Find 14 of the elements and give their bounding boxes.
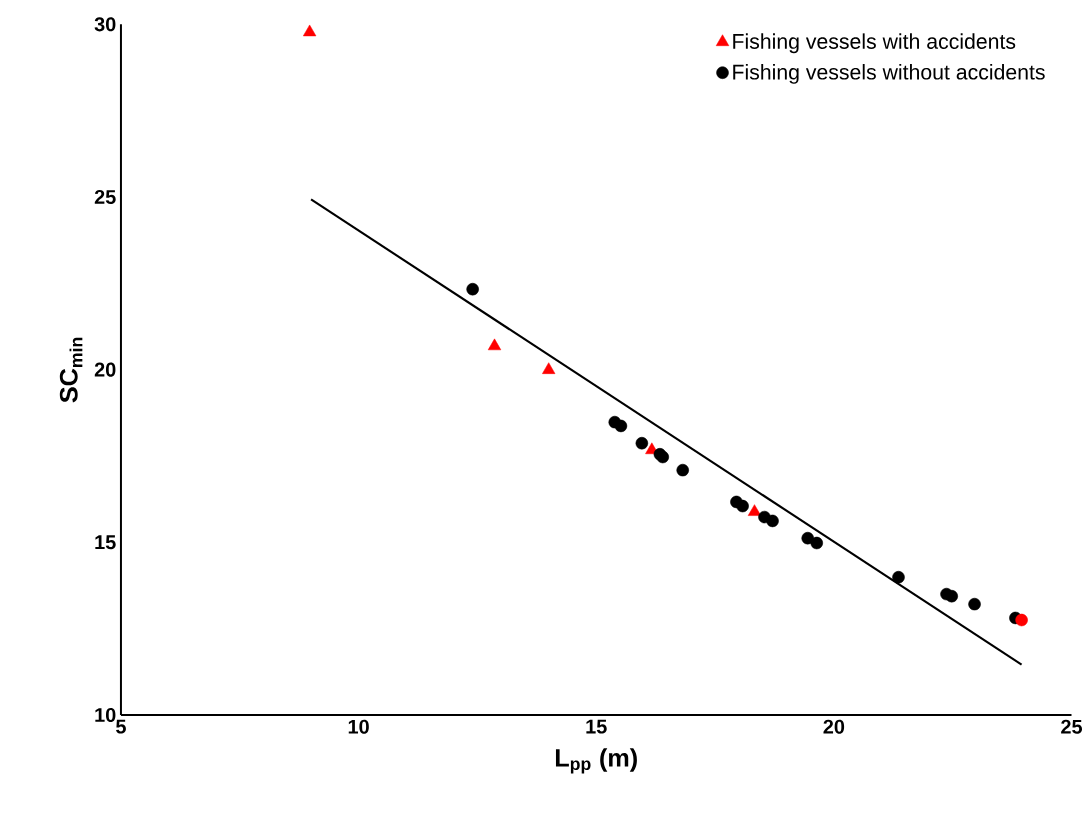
y-tick-label: 10	[95, 707, 116, 723]
y-tick-label: 15	[95, 535, 116, 550]
y-axis-title: SC$_{min}$	[59, 337, 83, 403]
y-tick-label: 20	[94, 362, 116, 377]
x-tick-label: 25	[1061, 719, 1083, 734]
x-axis-title: L$_{pp}$ (m)	[555, 748, 637, 774]
y-tick-label: 30	[94, 17, 116, 32]
legend-label: Fishing vessels with accidents	[733, 33, 1016, 54]
x-tick-label: 20	[823, 719, 845, 734]
x-tick-label: 15	[586, 719, 607, 734]
x-tick-label: 5	[116, 719, 126, 734]
x-tick-label: 10	[348, 719, 369, 734]
y-tick-label: 25	[94, 189, 116, 205]
legend-label: Fishing vessels without accidents	[733, 64, 1045, 84]
